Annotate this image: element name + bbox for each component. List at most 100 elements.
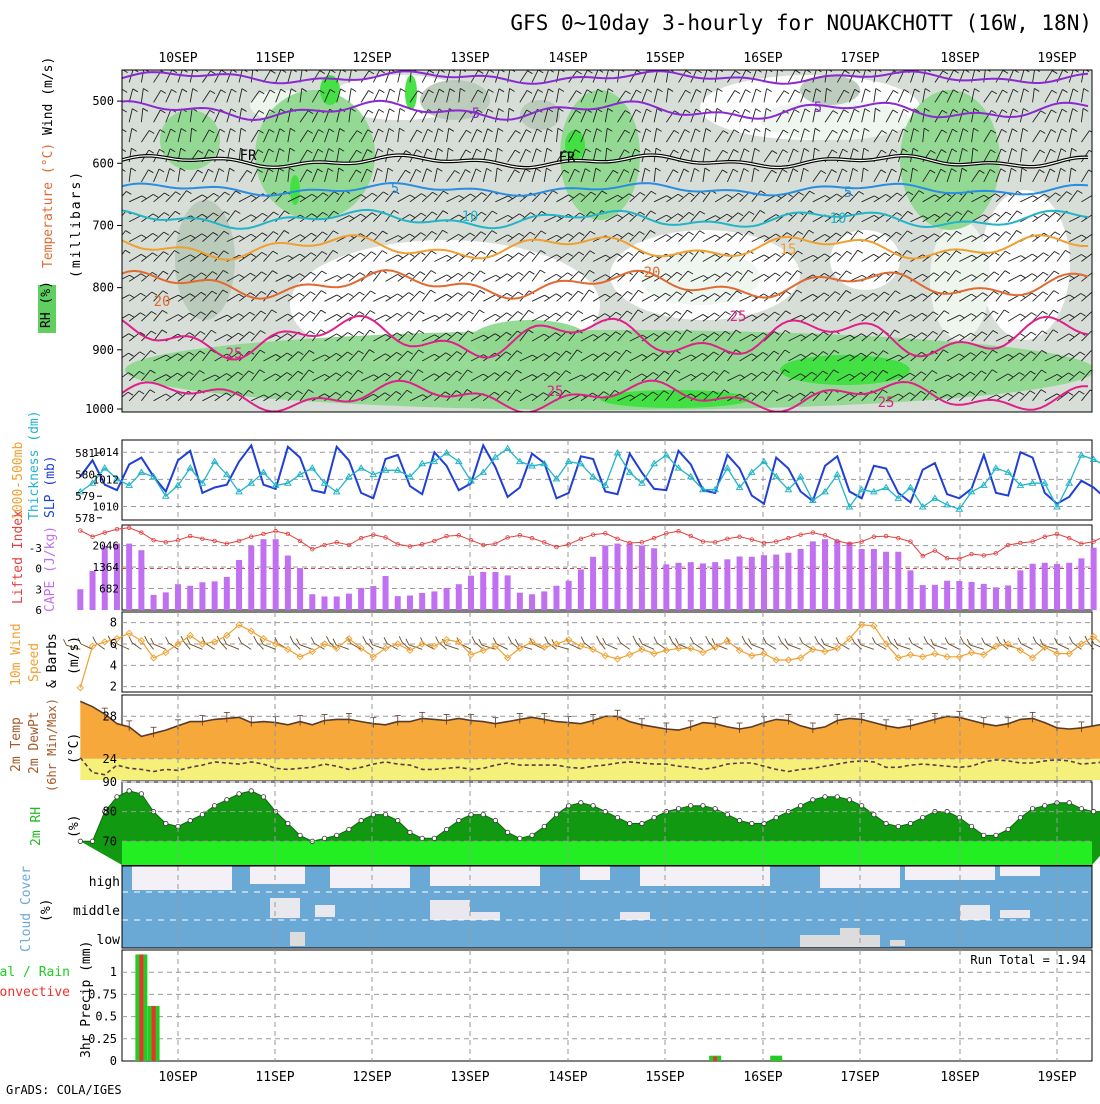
surface-barb-flag	[384, 637, 387, 643]
rh-point	[249, 789, 253, 793]
rh-point	[78, 839, 82, 843]
precip-tick-label: 0	[110, 1054, 117, 1068]
cape-bar	[322, 596, 328, 610]
wind-barb	[105, 394, 117, 401]
surface-barb-flag	[93, 637, 96, 643]
surface-barb	[891, 642, 899, 649]
run-total: Run Total = 1.94	[970, 953, 1086, 967]
cape-bar	[358, 588, 364, 610]
slp-tick-label: 1014	[93, 446, 120, 459]
cape-bar	[602, 545, 608, 610]
rh-point	[774, 815, 778, 819]
top-date-label: 18SEP	[940, 51, 979, 66]
cape-bar	[810, 541, 816, 610]
rh-point	[591, 804, 595, 808]
cape-bar	[700, 563, 706, 610]
bottom-date-label: 10SEP	[158, 1070, 197, 1085]
middle-cloud-block	[620, 912, 650, 920]
rh-point	[1079, 806, 1083, 810]
precip-convective-bar	[152, 1006, 156, 1061]
rh-point	[957, 815, 961, 819]
cape-bar	[395, 596, 401, 610]
rh-point	[444, 827, 448, 831]
rh-point	[615, 815, 619, 819]
rh-tick-label: 70	[103, 834, 117, 848]
cape-bar	[236, 560, 242, 610]
surface-barb-flag	[597, 636, 600, 642]
surface-barb	[788, 645, 801, 650]
surface-barb-flag	[909, 637, 912, 643]
temp-tick-label: 28	[103, 709, 117, 723]
wind-barb-flag	[117, 355, 122, 358]
rh-point	[347, 827, 351, 831]
pressure-label: 1000	[85, 402, 114, 416]
rh-point	[505, 830, 509, 834]
wind-unit: (m/s)	[67, 636, 82, 675]
rh-point	[396, 818, 400, 822]
wind-barb	[1094, 90, 1100, 102]
rh-point	[884, 821, 888, 825]
cape-bar	[444, 588, 450, 610]
rh-point	[823, 795, 827, 799]
surface-barb-flag	[166, 637, 169, 643]
bottom-date-label: 16SEP	[743, 1070, 782, 1085]
surface-barb	[154, 644, 166, 649]
temp-tick-label: 24	[103, 752, 117, 766]
surface-barb-flag	[363, 636, 366, 642]
wind-barb-flag	[92, 254, 97, 257]
cape-tick-label: 1364	[93, 561, 120, 574]
cape-bar	[273, 539, 279, 610]
cape-bar	[346, 594, 352, 610]
top-date-label: 13SEP	[450, 51, 489, 66]
cape-title: CAPE (J/kg)	[43, 526, 58, 612]
wind-tick-label: 6	[110, 637, 117, 651]
surface-barb-flag	[1018, 638, 1021, 644]
wind-barb-flag	[111, 110, 116, 113]
cape-bar	[407, 596, 413, 610]
wind-barb	[93, 311, 103, 321]
cape-bar	[431, 591, 437, 610]
temperature-label: Temperature (°C)	[41, 143, 56, 268]
bottom-date-label: 18SEP	[940, 1070, 979, 1085]
rh2m-unit: (%)	[67, 815, 82, 838]
surface-barb-flag	[763, 637, 766, 643]
surface-wind-barbs	[63, 636, 1100, 649]
cape-bar	[370, 586, 376, 610]
rh-point	[640, 821, 644, 825]
wind-barb-flag	[103, 272, 108, 275]
wind-barb	[1094, 193, 1100, 202]
wind-barb	[105, 310, 113, 321]
wind-barb	[1094, 232, 1100, 241]
cape-bar	[419, 593, 425, 610]
rh-fill-light	[122, 841, 1092, 865]
rh-point	[139, 792, 143, 796]
wind-barb	[1094, 310, 1100, 321]
wind-barb-flag	[112, 70, 117, 73]
cape-bar	[517, 593, 523, 610]
wind-barb	[105, 169, 110, 182]
cape-bar	[578, 569, 584, 610]
cape-bar	[688, 562, 694, 610]
rh-point	[237, 792, 241, 796]
cape-bar	[993, 587, 999, 610]
middle-cloud-block	[315, 905, 335, 917]
wind-barb	[80, 293, 91, 301]
cape-bar	[651, 548, 657, 610]
slp-series	[77, 445, 1100, 514]
top-date-label: 11SEP	[255, 51, 294, 66]
surface-barb	[1058, 644, 1070, 649]
bottom-date-label: 12SEP	[352, 1070, 391, 1085]
surface-barb-flag	[633, 636, 636, 642]
cape-bar	[761, 555, 767, 610]
cloud-tick-label: low	[97, 933, 121, 948]
wind-barb-flag	[1092, 273, 1097, 276]
wind-barb-flag	[104, 194, 109, 197]
surface-barb	[927, 642, 935, 649]
wind-barb-flag	[83, 89, 88, 92]
wind-barb	[105, 232, 115, 242]
wind-barb-flag	[100, 130, 105, 133]
wind-barb	[117, 168, 120, 182]
high-cloud-block	[330, 866, 410, 888]
